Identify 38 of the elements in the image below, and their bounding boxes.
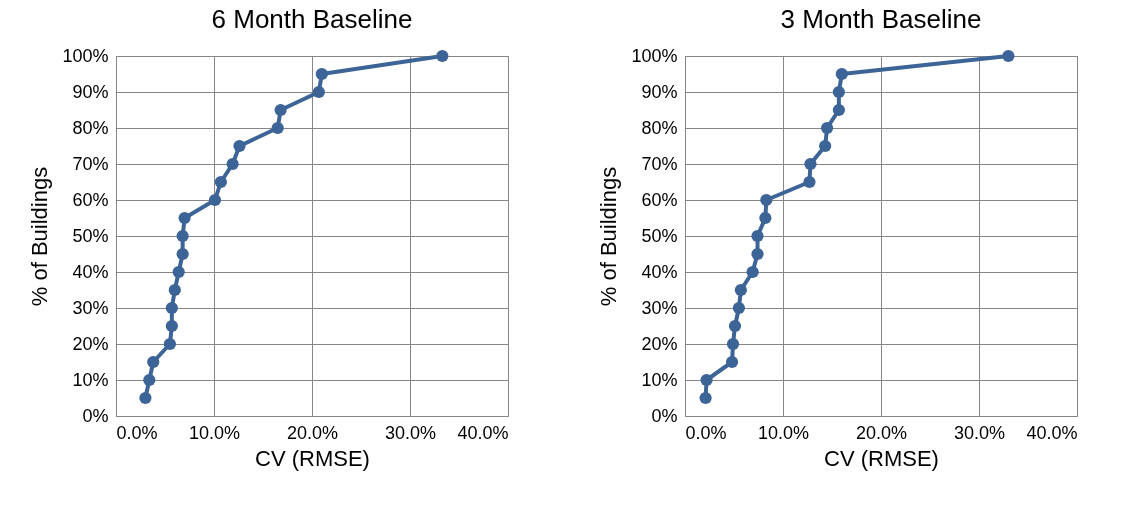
y-tick-label: 20% xyxy=(72,333,109,354)
y-tick-label: 40% xyxy=(641,261,678,282)
y-tick-label: 100% xyxy=(631,45,678,66)
x-tick-label: 40.0% xyxy=(457,422,509,443)
y-axis-title: % of Buildings xyxy=(27,166,53,307)
y-tick-label: 80% xyxy=(72,117,109,138)
y-axis-title: % of Buildings xyxy=(596,166,622,307)
y-tick-label: 70% xyxy=(641,153,678,174)
y-tick-label: 50% xyxy=(641,225,678,246)
y-tick-label: 20% xyxy=(641,333,678,354)
x-axis-title: CV (RMSE) xyxy=(255,445,370,471)
chart-title: 3 Month Baseline xyxy=(780,4,982,34)
x-tick-label: 30.0% xyxy=(953,422,1006,443)
x-tick-label: 30.0% xyxy=(384,422,437,443)
y-tick-label: 90% xyxy=(72,81,109,102)
x-tick-label: 0.0% xyxy=(685,422,727,443)
y-tick-label: 90% xyxy=(641,81,678,102)
y-tick-label: 0% xyxy=(82,405,109,426)
y-tick-label: 60% xyxy=(641,189,678,210)
y-tick-label: 10% xyxy=(72,369,109,390)
y-tick-label: 80% xyxy=(641,117,678,138)
y-tick-label: 70% xyxy=(72,153,109,174)
y-tick-label: 60% xyxy=(72,189,109,210)
x-tick-label: 0.0% xyxy=(116,422,158,443)
y-tick-label: 50% xyxy=(72,225,109,246)
x-tick-label: 40.0% xyxy=(1026,422,1078,443)
x-tick-label: 10.0% xyxy=(757,422,810,443)
y-tick-label: 0% xyxy=(651,405,678,426)
y-tick-label: 30% xyxy=(72,297,109,318)
y-tick-label: 40% xyxy=(72,261,109,282)
y-tick-label: 30% xyxy=(641,297,678,318)
x-tick-label: 20.0% xyxy=(286,422,339,443)
x-axis-title: CV (RMSE) xyxy=(824,445,939,471)
chart-title: 6 Month Baseline xyxy=(211,4,413,34)
y-tick-label: 100% xyxy=(62,45,109,66)
y-tick-label: 10% xyxy=(641,369,678,390)
x-tick-label: 20.0% xyxy=(855,422,908,443)
x-tick-label: 10.0% xyxy=(188,422,241,443)
